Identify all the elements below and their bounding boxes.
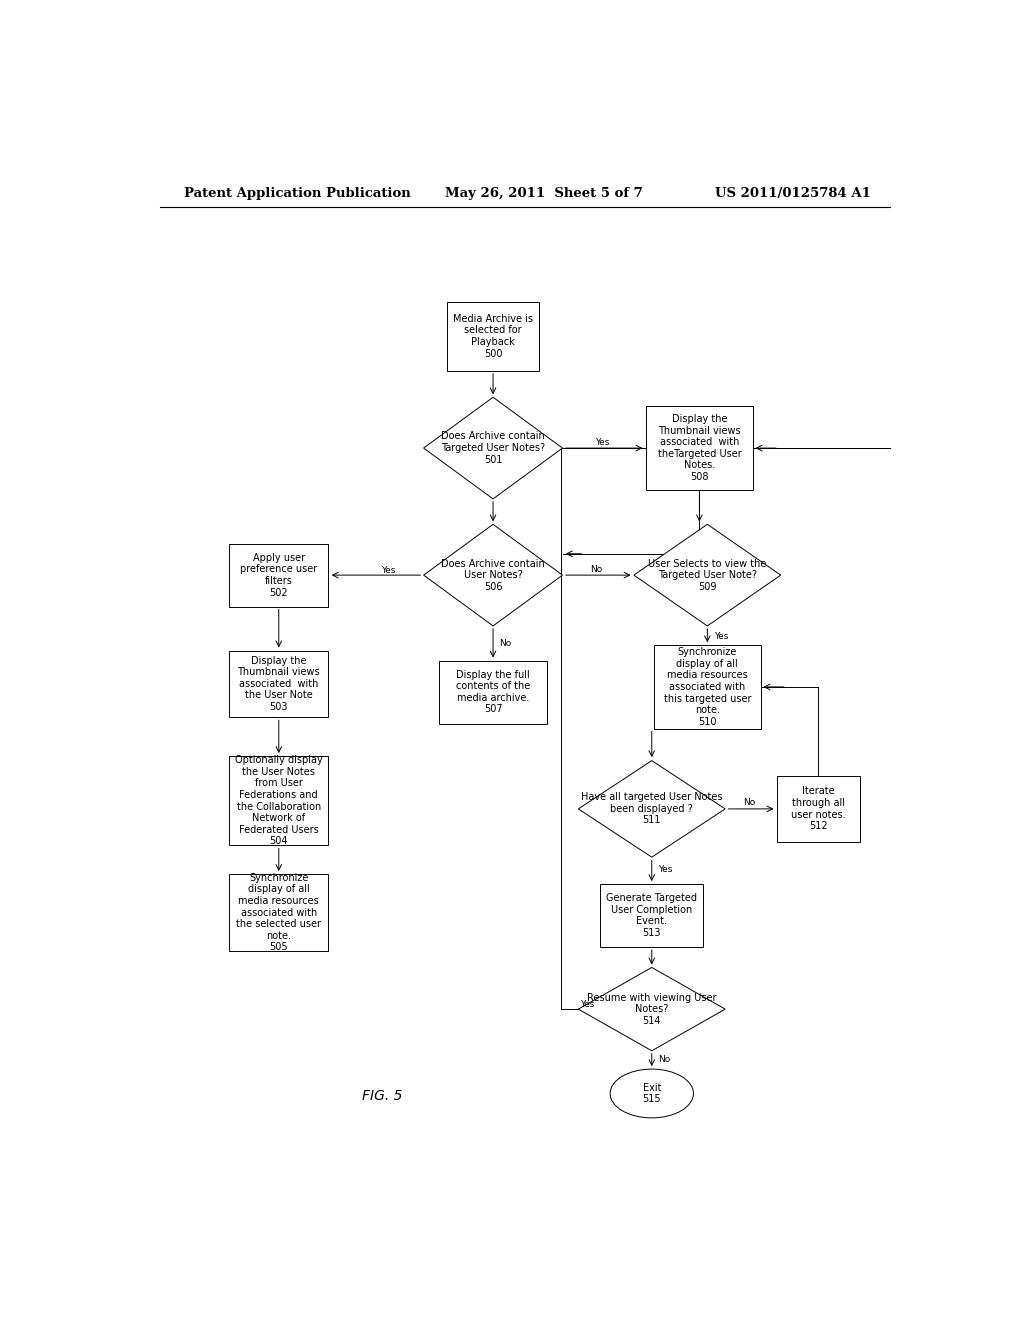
FancyBboxPatch shape xyxy=(777,776,860,842)
FancyBboxPatch shape xyxy=(229,756,329,846)
Text: Iterate
through all
user notes.
512: Iterate through all user notes. 512 xyxy=(792,787,846,832)
Text: Generate Targeted
User Completion
Event.
513: Generate Targeted User Completion Event.… xyxy=(606,894,697,939)
Text: Yes: Yes xyxy=(581,999,595,1008)
Text: Patent Application Publication: Patent Application Publication xyxy=(183,187,411,201)
Polygon shape xyxy=(579,968,725,1051)
Text: Synchronize
display of all
media resources
associated with
this targeted user
no: Synchronize display of all media resourc… xyxy=(664,647,751,727)
Text: Yes: Yes xyxy=(658,866,673,874)
Text: No: No xyxy=(658,1056,671,1064)
Text: No: No xyxy=(500,639,512,648)
Text: Media Archive is
selected for
Playback
500: Media Archive is selected for Playback 5… xyxy=(453,314,534,359)
FancyBboxPatch shape xyxy=(439,660,547,723)
Text: US 2011/0125784 A1: US 2011/0125784 A1 xyxy=(715,187,871,201)
Text: Yes: Yes xyxy=(714,631,728,640)
Text: Optionally display
the User Notes
from User
Federations and
the Collaboration
Ne: Optionally display the User Notes from U… xyxy=(234,755,323,846)
Text: May 26, 2011  Sheet 5 of 7: May 26, 2011 Sheet 5 of 7 xyxy=(445,187,643,201)
Text: No: No xyxy=(590,565,602,573)
Text: Display the
Thumbnail views
associated  with
the User Note
503: Display the Thumbnail views associated w… xyxy=(238,656,321,711)
FancyBboxPatch shape xyxy=(646,407,753,490)
Text: Synchronize
display of all
media resources
associated with
the selected user
not: Synchronize display of all media resourc… xyxy=(237,873,322,952)
Text: Have all targeted User Notes
been displayed ?
511: Have all targeted User Notes been displa… xyxy=(581,792,723,825)
Ellipse shape xyxy=(610,1069,693,1118)
Polygon shape xyxy=(424,524,562,626)
Text: FIG. 5: FIG. 5 xyxy=(361,1089,402,1102)
FancyBboxPatch shape xyxy=(229,544,329,607)
Text: Display the
Thumbnail views
associated  with
theTargeted User
Notes.
508: Display the Thumbnail views associated w… xyxy=(657,414,741,482)
FancyBboxPatch shape xyxy=(229,651,329,717)
Text: Exit
515: Exit 515 xyxy=(642,1082,662,1105)
Text: Yes: Yes xyxy=(595,438,609,447)
FancyBboxPatch shape xyxy=(653,645,761,729)
Text: No: No xyxy=(743,799,756,808)
Text: Does Archive contain
User Notes?
506: Does Archive contain User Notes? 506 xyxy=(441,558,545,591)
FancyBboxPatch shape xyxy=(447,302,539,371)
Polygon shape xyxy=(634,524,780,626)
Text: Resume with viewing User
Notes?
514: Resume with viewing User Notes? 514 xyxy=(587,993,717,1026)
Polygon shape xyxy=(579,760,725,857)
Text: Display the full
contents of the
media archive.
507: Display the full contents of the media a… xyxy=(456,669,530,714)
Text: Yes: Yes xyxy=(381,565,395,574)
Text: Apply user
preference user
filters
502: Apply user preference user filters 502 xyxy=(241,553,317,598)
Polygon shape xyxy=(424,397,562,499)
Text: Does Archive contain
Targeted User Notes?
501: Does Archive contain Targeted User Notes… xyxy=(441,432,545,465)
FancyBboxPatch shape xyxy=(600,884,703,948)
FancyBboxPatch shape xyxy=(229,874,329,950)
Text: User Selects to view the
Targeted User Note?
509: User Selects to view the Targeted User N… xyxy=(648,558,767,591)
